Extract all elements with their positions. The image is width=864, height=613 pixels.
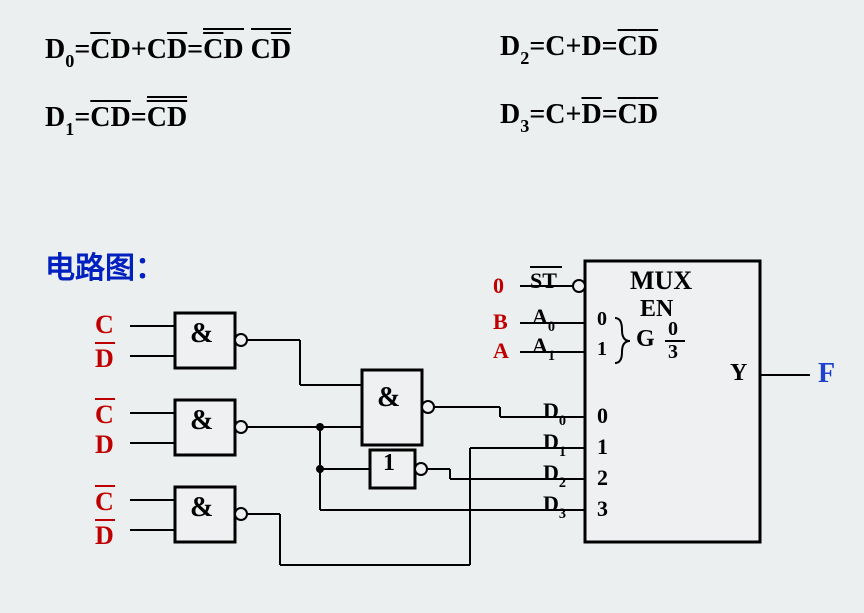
sel-a1: A1 <box>532 333 555 363</box>
d1-idx: 1 <box>597 434 608 460</box>
input-d-2: D <box>95 430 114 460</box>
sel-st: ST <box>530 268 557 294</box>
gate-nand-1: & <box>190 318 213 350</box>
d3-idx: 3 <box>597 496 608 522</box>
input-dbar-1: D <box>95 344 114 374</box>
gate-nand-4: & <box>377 382 400 414</box>
gate-not-1: 1 <box>383 450 395 477</box>
brace-1: 1 <box>597 338 607 361</box>
mux-title: MUX <box>630 266 692 296</box>
mux-y: Y <box>730 360 747 387</box>
sel-0: 0 <box>493 273 504 299</box>
d0-label: D0 <box>543 398 566 428</box>
output-f: F <box>818 358 835 390</box>
d2-idx: 2 <box>597 465 608 491</box>
brace-0: 0 <box>597 308 607 331</box>
input-cbar-3: C <box>95 487 114 517</box>
mux-g-num: 0 <box>668 318 678 341</box>
gate-nand-3: & <box>190 492 213 524</box>
sel-b: B <box>493 309 508 335</box>
d0-idx: 0 <box>597 403 608 429</box>
input-cbar-2: C <box>95 400 114 430</box>
bar-d1 <box>95 342 115 344</box>
mux-g-den: 3 <box>668 341 678 364</box>
d2-label: D2 <box>543 460 566 490</box>
input-c-1: C <box>95 310 114 340</box>
sel-a0: A0 <box>532 304 555 334</box>
circuit-svg <box>0 0 864 613</box>
bar-d3 <box>95 519 115 521</box>
mux-g: G <box>636 326 655 353</box>
input-dbar-3: D <box>95 521 114 551</box>
bar-c2 <box>95 398 115 400</box>
bar-c3 <box>95 485 115 487</box>
gate-nand-2: & <box>190 405 213 437</box>
sel-a: A <box>493 338 509 364</box>
d1-label: D1 <box>543 429 566 459</box>
d3-label: D3 <box>543 491 566 521</box>
